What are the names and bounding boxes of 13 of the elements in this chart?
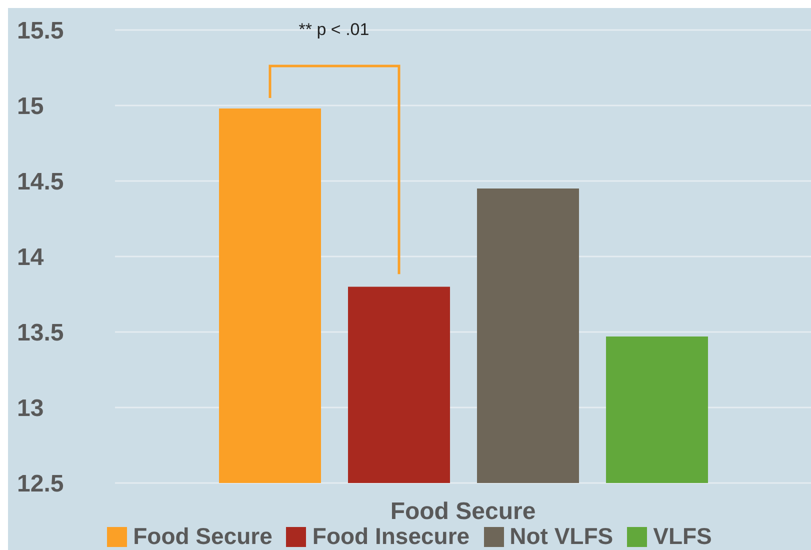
y-tick-label: 15: [17, 93, 44, 120]
y-tick-label: 15.5: [17, 18, 64, 45]
y-tick-label: 12.5: [17, 470, 64, 498]
x-axis-title: Food Secure: [390, 498, 536, 525]
legend-label: Not VLFS: [510, 523, 614, 550]
legend-label: Food Secure: [133, 523, 272, 550]
legend-label: Food Insecure: [312, 523, 470, 550]
y-tick-label: 13: [17, 395, 44, 422]
legend-label: VLFS: [653, 523, 712, 550]
y-tick-label: 14: [17, 244, 44, 272]
y-tick-label: 13.5: [17, 320, 64, 347]
y-tick-label: 14.5: [17, 168, 64, 196]
annotation: ** p < .01: [298, 20, 370, 40]
